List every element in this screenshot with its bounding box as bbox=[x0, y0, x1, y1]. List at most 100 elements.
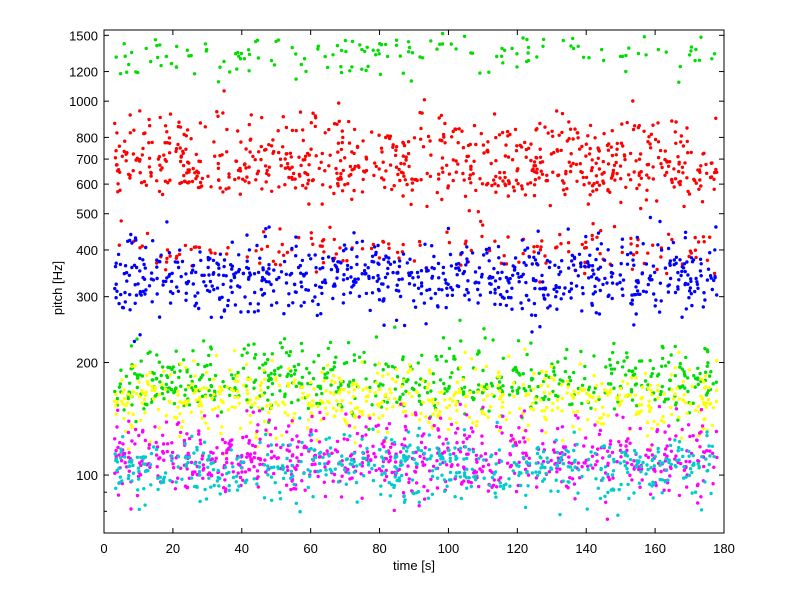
scatter-point bbox=[174, 349, 178, 353]
scatter-point bbox=[148, 463, 153, 467]
scatter-point bbox=[525, 470, 529, 475]
scatter-point bbox=[139, 455, 143, 460]
scatter-point bbox=[213, 251, 217, 256]
scatter-point bbox=[512, 189, 517, 193]
scatter-point bbox=[567, 137, 571, 141]
scatter-point bbox=[646, 140, 650, 144]
scatter-point bbox=[510, 158, 515, 162]
scatter-point bbox=[209, 383, 213, 388]
scatter-point bbox=[270, 498, 274, 502]
scatter-point bbox=[272, 63, 277, 67]
scatter-point bbox=[483, 336, 487, 340]
scatter-point bbox=[118, 382, 123, 386]
scatter-point bbox=[243, 470, 248, 474]
scatter-point bbox=[116, 493, 121, 497]
scatter-point bbox=[388, 134, 393, 138]
scatter-point bbox=[457, 390, 462, 395]
scatter-point bbox=[560, 179, 565, 183]
scatter-point bbox=[358, 409, 362, 414]
scatter-point bbox=[260, 187, 264, 191]
scatter-point bbox=[434, 466, 438, 471]
scatter-point bbox=[295, 445, 300, 449]
scatter-point bbox=[124, 152, 128, 156]
scatter-point bbox=[197, 306, 201, 311]
scatter-point bbox=[264, 180, 268, 184]
scatter-point bbox=[113, 264, 118, 269]
scatter-point bbox=[419, 440, 424, 445]
scatter-point bbox=[408, 443, 412, 447]
scatter-point bbox=[481, 368, 485, 373]
scatter-point bbox=[149, 451, 154, 456]
scatter-point bbox=[494, 159, 498, 163]
scatter-point bbox=[168, 178, 172, 182]
scatter-point bbox=[182, 173, 186, 178]
scatter-point bbox=[621, 278, 626, 282]
scatter-point bbox=[592, 374, 596, 378]
scatter-point bbox=[183, 243, 188, 248]
scatter-point bbox=[254, 436, 258, 440]
scatter-point bbox=[593, 407, 598, 412]
scatter-point bbox=[708, 401, 713, 406]
scatter-point bbox=[572, 256, 577, 261]
scatter-point bbox=[385, 54, 390, 59]
scatter-point bbox=[147, 446, 151, 450]
scatter-point bbox=[538, 155, 543, 159]
scatter-point bbox=[652, 419, 656, 424]
scatter-point bbox=[574, 413, 578, 418]
scatter-point bbox=[500, 431, 504, 435]
scatter-point bbox=[648, 142, 652, 146]
scatter-point bbox=[282, 337, 287, 341]
scatter-point bbox=[126, 401, 130, 405]
scatter-point bbox=[150, 300, 154, 304]
scatter-point bbox=[428, 368, 432, 372]
scatter-point bbox=[118, 188, 122, 192]
scatter-point bbox=[573, 497, 577, 501]
scatter-point bbox=[650, 393, 654, 397]
scatter-point bbox=[700, 424, 705, 428]
scatter-point bbox=[681, 454, 685, 459]
scatter-point bbox=[526, 182, 530, 186]
scatter-point bbox=[215, 110, 219, 114]
scatter-point bbox=[184, 291, 188, 295]
scatter-point bbox=[561, 379, 565, 383]
scatter-point bbox=[694, 181, 698, 185]
scatter-point bbox=[401, 154, 405, 158]
scatter-point bbox=[235, 67, 239, 71]
scatter-point bbox=[197, 396, 202, 400]
scatter-point bbox=[234, 480, 238, 484]
scatter-point bbox=[282, 312, 286, 316]
scatter-point bbox=[423, 446, 427, 450]
scatter-point bbox=[539, 383, 543, 388]
scatter-point bbox=[421, 379, 425, 383]
scatter-point bbox=[440, 288, 444, 292]
scatter-point bbox=[221, 111, 225, 115]
scatter-point bbox=[491, 338, 495, 342]
scatter-point bbox=[357, 165, 361, 169]
scatter-point bbox=[292, 372, 297, 376]
scatter-point bbox=[427, 433, 431, 437]
scatter-point bbox=[311, 178, 315, 182]
scatter-point bbox=[656, 388, 660, 393]
scatter-point bbox=[147, 443, 152, 447]
scatter-point bbox=[162, 475, 167, 479]
scatter-point bbox=[626, 482, 630, 487]
scatter-point bbox=[340, 474, 344, 478]
scatter-point bbox=[375, 371, 380, 375]
scatter-point bbox=[584, 245, 588, 250]
scatter-point bbox=[681, 398, 685, 402]
scatter-point bbox=[498, 481, 502, 485]
scatter-point bbox=[584, 175, 589, 180]
scatter-point bbox=[658, 148, 663, 153]
scatter-point bbox=[118, 170, 122, 174]
scatter-point bbox=[342, 437, 346, 441]
scatter-point bbox=[245, 452, 250, 456]
scatter-point bbox=[596, 231, 601, 235]
scatter-point bbox=[495, 54, 499, 59]
scatter-point bbox=[122, 42, 126, 46]
scatter-point bbox=[653, 469, 657, 473]
scatter-point bbox=[316, 44, 320, 48]
scatter-point bbox=[562, 292, 566, 296]
scatter-point bbox=[298, 510, 302, 514]
scatter-point bbox=[451, 158, 455, 162]
scatter-point bbox=[501, 179, 505, 183]
